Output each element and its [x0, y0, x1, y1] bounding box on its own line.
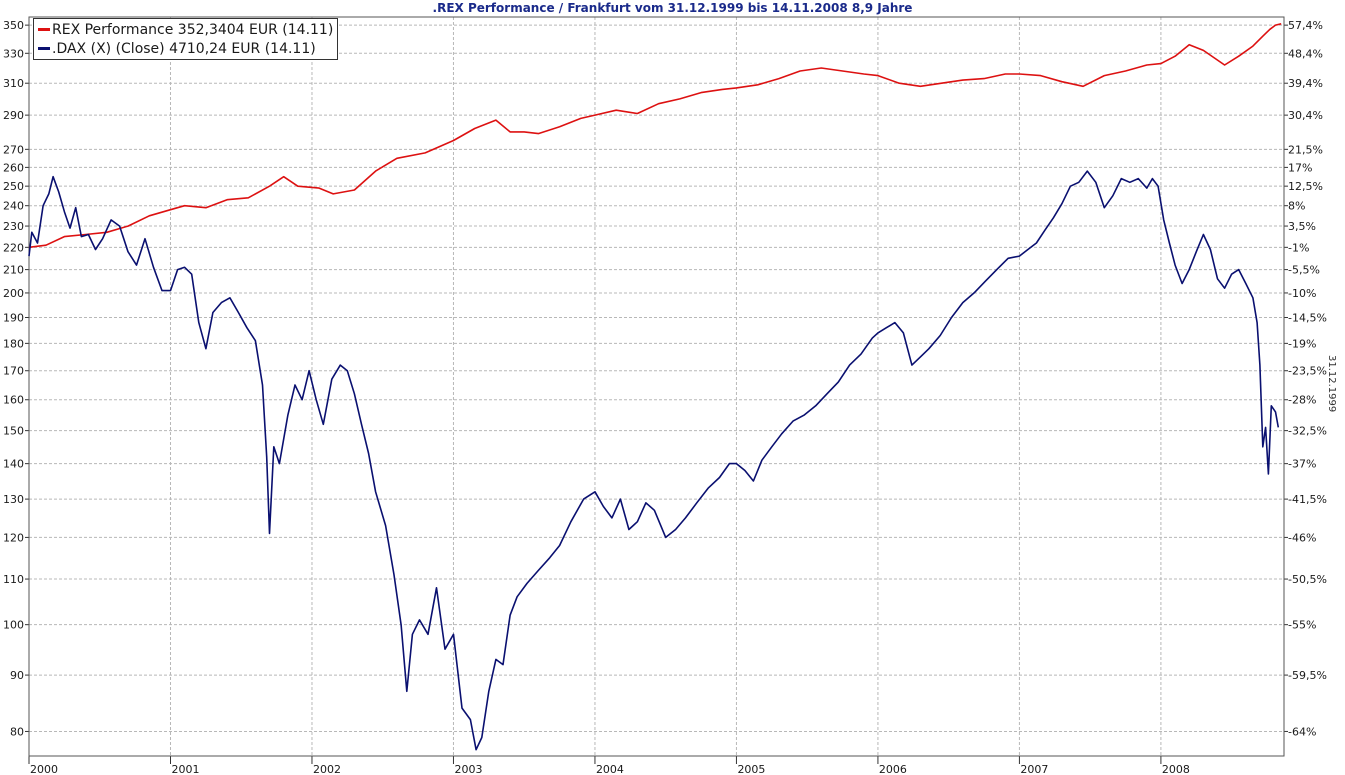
y-tick-label-right: -5,5% [1288, 264, 1320, 277]
y-tick-label-right: -1% [1288, 241, 1309, 254]
y-tick-label-right: 48,4% [1288, 47, 1323, 60]
y-tick-label-right: 12,5% [1288, 180, 1323, 193]
y-tick-label-right: 8% [1288, 200, 1305, 213]
y-tick-label-left: 90 [10, 669, 24, 682]
y-tick-label-right: -64% [1288, 725, 1316, 738]
y-tick-label-left: 150 [3, 425, 24, 438]
y-tick-label-right: 39,4% [1288, 77, 1323, 90]
y-tick-label-left: 220 [3, 241, 24, 254]
series-lines [28, 23, 1282, 751]
y-tick-label-left: 210 [3, 264, 24, 277]
y-tick-label-left: 200 [3, 287, 24, 300]
axes [25, 16, 1288, 764]
y-tick-label-right: -50,5% [1288, 573, 1327, 586]
y-tick-label-left: 170 [3, 365, 24, 378]
y-tick-label-right: -55% [1288, 619, 1316, 632]
y-tick-label-left: 290 [3, 109, 24, 122]
legend-label-dax: .DAX (X) (Close) 4710,24 EUR (14.11) [52, 40, 316, 57]
y-tick-label-right: -23,5% [1288, 365, 1327, 378]
x-tick-label: 2007 [1020, 763, 1048, 775]
y-tick-label-right: -46% [1288, 531, 1316, 544]
x-tick-label: 2006 [879, 763, 907, 775]
y-tick-label-left: 160 [3, 394, 24, 407]
x-tick-label: 2001 [171, 763, 199, 775]
legend-swatch-dax [38, 47, 50, 50]
y-tick-label-left: 350 [3, 19, 24, 32]
legend-entry-rex: REX Performance 352,3404 EUR (14.11) [38, 20, 333, 39]
x-tick-label: 2003 [454, 763, 482, 775]
y-tick-label-left: 110 [3, 573, 24, 586]
series-line-rex [28, 23, 1282, 249]
y-tick-label-right: 30,4% [1288, 109, 1323, 122]
series-line-dax [28, 170, 1280, 751]
y-tick-label-left: 240 [3, 200, 24, 213]
y-tick-label-left: 180 [3, 337, 24, 350]
y-tick-label-right: 3,5% [1288, 220, 1316, 233]
legend-entry-dax: .DAX (X) (Close) 4710,24 EUR (14.11) [38, 39, 333, 58]
y-tick-label-right: -10% [1288, 287, 1316, 300]
legend-swatch-rex [38, 28, 50, 31]
chart-title: .REX Performance / Frankfurt vom 31.12.1… [432, 1, 913, 15]
y-tick-label-left: 270 [3, 143, 24, 156]
legend-label-rex: REX Performance 352,3404 EUR (14.11) [52, 21, 334, 38]
y-tick-label-right: 21,5% [1288, 143, 1323, 156]
y-tick-label-right: 17% [1288, 161, 1312, 174]
y-tick-label-left: 260 [3, 161, 24, 174]
y-tick-label-left: 130 [3, 493, 24, 506]
y-tick-label-right: -41,5% [1288, 493, 1327, 506]
tick-labels: 80 90 100 110 120 130 140 150 160 170 180 190 200 210… [3, 19, 1327, 775]
y-tick-label-right: -59,5% [1288, 669, 1327, 682]
y-tick-label-right: -32,5% [1288, 425, 1327, 438]
y-tick-label-right: -37% [1288, 458, 1316, 471]
x-tick-label: 2000 [30, 763, 58, 775]
y-tick-label-left: 140 [3, 458, 24, 471]
y-tick-label-left: 120 [3, 531, 24, 544]
y-tick-label-right: -19% [1288, 337, 1316, 350]
y-tick-label-left: 250 [3, 180, 24, 193]
legend: REX Performance 352,3404 EUR (14.11) .DA… [33, 18, 339, 60]
x-tick-label: 2004 [596, 763, 624, 775]
plot-frame [28, 16, 1285, 757]
y-tick-label-left: 310 [3, 77, 24, 90]
y-tick-label-left: 190 [3, 311, 24, 324]
grid-lines [28, 17, 1284, 756]
y-tick-label-right: -14,5% [1288, 311, 1327, 324]
x-tick-label: 2008 [1162, 763, 1190, 775]
y-tick-label-left: 100 [3, 619, 24, 632]
x-tick-label: 2002 [313, 763, 341, 775]
y-tick-label-left: 80 [10, 725, 24, 738]
side-date-label: 31.12.1999 [1326, 355, 1337, 413]
x-tick-label: 2005 [737, 763, 765, 775]
y-tick-label-right: 57,4% [1288, 19, 1323, 32]
y-tick-label-left: 330 [3, 47, 24, 60]
y-tick-label-left: 230 [3, 220, 24, 233]
y-tick-label-right: -28% [1288, 394, 1316, 407]
